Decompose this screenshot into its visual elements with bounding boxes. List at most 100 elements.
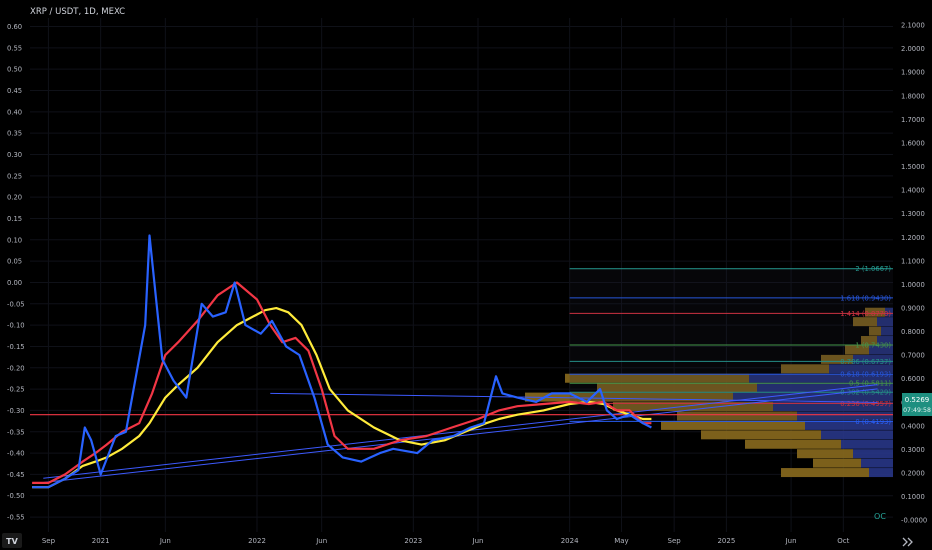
- fib-zone: [569, 268, 893, 422]
- fib-level-label: 0.236 (0.4957): [840, 400, 891, 408]
- right-axis-tick: 0.1000: [901, 493, 925, 501]
- right-axis-tick: 1.3000: [901, 210, 925, 218]
- left-axis-tick: 0.00: [7, 279, 22, 287]
- right-axis-tick: 1.6000: [901, 139, 925, 147]
- right-axis-tick: 1.1000: [901, 257, 925, 265]
- right-axis-tick: 1.9000: [901, 69, 925, 77]
- time-axis-tick: May: [614, 537, 628, 545]
- volume-profile-bar-blue: [885, 307, 893, 317]
- volume-profile-bar-blue: [733, 392, 893, 402]
- volume-profile-bar-blue: [773, 402, 893, 412]
- volume-profile: [525, 307, 893, 478]
- time-axis-tick: Sep: [42, 537, 56, 545]
- volume-profile-bar-blue: [853, 449, 893, 459]
- volume-profile-bar-brown: [613, 402, 773, 412]
- go-to-realtime-icon[interactable]: [902, 537, 913, 547]
- time-axis-tick: 2023: [404, 537, 422, 545]
- left-axis-tick: 0.60: [7, 23, 22, 31]
- time-axis-tick: Jun: [159, 537, 171, 545]
- right-axis-tick: 2.0000: [901, 45, 925, 53]
- time-axis-tick: Sep: [668, 537, 682, 545]
- time-axis[interactable]: Sep 2021 Jun 2022 Jun 2023 Jun 2024 May Sep 2025 Ju…: [42, 537, 850, 545]
- right-axis-tick: 0.4000: [901, 422, 925, 430]
- left-axis-tick: 0.50: [7, 66, 22, 74]
- volume-profile-bar-brown: [865, 307, 885, 317]
- left-price-axis[interactable]: 0.60 0.55 0.50 0.45 0.40 0.35 0.30 0.25 0.20 0.15…: [7, 23, 25, 522]
- fibonacci-levels: 2 (1.0667) 1.618 (0.9430) 1.414 (0.8770) 1 …: [569, 265, 893, 426]
- fib-level-label: 1.618 (0.9430): [840, 294, 891, 302]
- volume-profile-bar-blue: [853, 354, 893, 364]
- time-axis-tick: 2024: [561, 537, 579, 545]
- right-axis-tick: 1.2000: [901, 234, 925, 242]
- symbol-title: XRP / USDT, 1D, MEXC: [30, 7, 125, 17]
- right-axis-tick: 1.5000: [901, 163, 925, 171]
- volume-profile-bar-blue: [877, 317, 893, 327]
- volume-profile-bar-blue: [861, 458, 893, 468]
- volume-profile-bar-brown: [661, 420, 805, 430]
- volume-profile-bar-blue: [869, 345, 893, 355]
- left-axis-tick: 0.25: [7, 172, 22, 180]
- time-axis-tick: Jun: [472, 537, 484, 545]
- left-axis-tick: 0.30: [7, 151, 22, 159]
- right-axis-tick: 1.0000: [901, 281, 925, 289]
- ema-line-1: [32, 281, 652, 484]
- ema-line-2: [32, 234, 652, 489]
- time-axis-tick: 2021: [92, 537, 110, 545]
- right-axis-tick: 1.7000: [901, 116, 925, 124]
- volume-profile-bar-brown: [821, 354, 853, 364]
- volume-profile-bar-brown: [701, 430, 821, 440]
- left-axis-tick: -0.35: [7, 428, 25, 436]
- volume-profile-bar-blue: [797, 411, 893, 421]
- current-price-badge: 0.5269 07:49:58: [902, 393, 932, 416]
- trendline[interactable]: [43, 388, 878, 483]
- volume-profile-bar-blue: [829, 364, 893, 374]
- left-axis-tick: 0.40: [7, 108, 22, 116]
- ema-line-0: [32, 307, 652, 489]
- volume-profile-bar-blue: [881, 326, 893, 336]
- right-axis-tick: -0.0000: [901, 517, 927, 525]
- watermark-text: OC: [874, 512, 886, 521]
- fib-level-label: 0.5 (0.5811): [849, 380, 891, 388]
- right-axis-tick: 0.9000: [901, 305, 925, 313]
- trendline[interactable]: [270, 392, 878, 403]
- tradingview-logo[interactable]: TV: [2, 533, 22, 548]
- volume-profile-bar-blue: [749, 373, 893, 383]
- time-axis-tick: Oct: [837, 537, 849, 545]
- left-axis-tick: 0.45: [7, 87, 22, 95]
- left-axis-tick: 0.55: [7, 44, 22, 52]
- volume-profile-bar-brown: [597, 383, 757, 393]
- left-axis-tick: -0.15: [7, 343, 25, 351]
- left-axis-tick: 0.05: [7, 258, 22, 266]
- volume-profile-bar-brown: [565, 373, 749, 383]
- volume-profile-bar-brown: [813, 458, 861, 468]
- volume-profile-bar-brown: [781, 468, 869, 478]
- fib-level-label: 0.618 (0.6193): [840, 371, 891, 379]
- volume-profile-bar-brown: [781, 364, 829, 374]
- left-axis-tick: 0.20: [7, 194, 22, 202]
- time-axis-tick: 2022: [248, 537, 266, 545]
- left-axis-tick: -0.40: [7, 450, 25, 458]
- volume-profile-bar-brown: [869, 326, 881, 336]
- current-price-value: 0.5269: [905, 396, 930, 404]
- fib-level-label: 0 (0.4193): [855, 418, 891, 426]
- right-axis-tick: 0.7000: [901, 352, 925, 360]
- left-axis-tick: -0.55: [7, 514, 25, 522]
- bar-countdown: 07:49:58: [903, 407, 931, 414]
- left-axis-tick: -0.45: [7, 471, 25, 479]
- volume-profile-bar-blue: [805, 420, 893, 430]
- fib-level-label: 1 (0.7430): [855, 342, 891, 350]
- volume-profile-bar-brown: [853, 317, 877, 327]
- volume-profile-bar-blue: [757, 383, 893, 393]
- left-axis-tick: 0.10: [7, 236, 22, 244]
- left-axis-tick: 0.15: [7, 215, 22, 223]
- tradingview-logo-text: TV: [6, 537, 18, 546]
- volume-profile-bar-blue: [877, 336, 893, 346]
- left-axis-tick: -0.50: [7, 492, 25, 500]
- time-axis-tick: Jun: [785, 537, 797, 545]
- fib-level-label: 0.786 (0.6737): [840, 358, 891, 366]
- left-axis-tick: -0.05: [7, 300, 25, 308]
- right-axis-tick: 2.1000: [901, 22, 925, 30]
- left-axis-tick: -0.10: [7, 322, 25, 330]
- volume-profile-bar-blue: [869, 468, 893, 478]
